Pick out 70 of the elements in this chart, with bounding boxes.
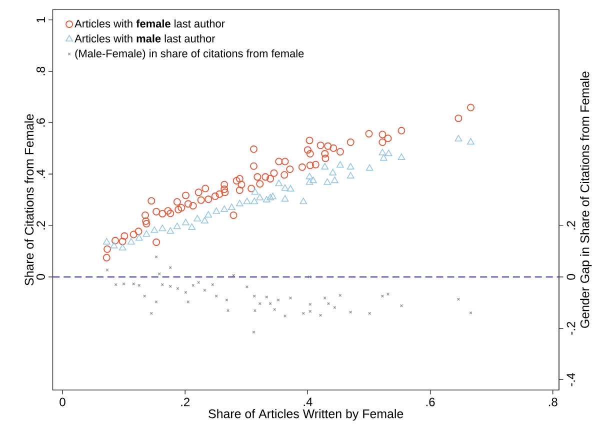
y-tick-label: 0	[36, 274, 45, 280]
point	[269, 192, 276, 200]
point	[228, 204, 236, 210]
y2-axis-title: Gender Gap in Share of Citations from Female	[580, 72, 592, 328]
y2-tick-label: -.2	[566, 322, 576, 335]
point	[258, 302, 262, 306]
point	[243, 198, 251, 204]
point	[398, 153, 406, 160]
point	[142, 230, 150, 237]
point	[306, 172, 314, 180]
point	[135, 234, 143, 241]
point	[330, 176, 338, 184]
point	[266, 194, 274, 200]
point	[281, 184, 289, 191]
x-tick-label: .4	[304, 398, 312, 406]
point	[182, 218, 190, 226]
point	[118, 244, 126, 250]
point	[158, 224, 166, 232]
x-tick-label: .8	[548, 398, 558, 406]
legend-label: Articles with male last author	[74, 34, 216, 42]
point	[467, 138, 474, 145]
point	[454, 134, 462, 142]
point	[236, 200, 244, 206]
point	[212, 207, 220, 214]
point	[329, 168, 336, 176]
point	[194, 214, 202, 222]
point	[225, 298, 228, 302]
y2-tick-label: .2	[566, 221, 576, 230]
point	[281, 195, 289, 202]
point	[321, 162, 329, 170]
point	[166, 227, 174, 234]
point	[384, 150, 392, 156]
point	[201, 216, 208, 224]
point	[250, 198, 258, 204]
point	[173, 222, 181, 230]
legend-label: (Male-Female) in share of citations from female	[75, 49, 304, 60]
point	[262, 196, 270, 202]
point	[220, 205, 228, 212]
y-tick-label: .4	[36, 169, 45, 178]
legend-label: Articles with female last author	[74, 19, 225, 28]
x-tick-label: .6	[426, 398, 435, 406]
point	[346, 172, 354, 178]
point	[150, 226, 158, 233]
y-tick-label: .2	[36, 221, 45, 230]
point	[300, 198, 308, 204]
point	[346, 162, 354, 170]
y2-tick-label: 0	[566, 274, 576, 280]
y-axis-title: Share of Citations from Female	[24, 114, 34, 286]
x-tick-label: 0	[60, 398, 66, 406]
y-tick-label: .6	[36, 118, 45, 127]
point	[380, 154, 388, 161]
point	[188, 223, 196, 230]
y2-tick-label: -.4	[566, 373, 575, 386]
point	[102, 238, 110, 244]
x-axis-title: Share of Articles Written by Female	[208, 409, 404, 421]
point	[251, 188, 259, 195]
point	[324, 178, 331, 185]
point	[256, 194, 264, 200]
point	[286, 185, 294, 192]
point	[306, 178, 314, 185]
point	[336, 161, 344, 168]
point	[378, 148, 386, 156]
point	[127, 238, 135, 244]
point	[204, 211, 212, 218]
point	[275, 180, 283, 186]
point	[310, 176, 317, 184]
y-tick-label: 1	[36, 17, 45, 22]
x-tick-label: .2	[181, 398, 190, 406]
y-tick-label: .8	[36, 66, 45, 76]
point	[366, 164, 374, 171]
